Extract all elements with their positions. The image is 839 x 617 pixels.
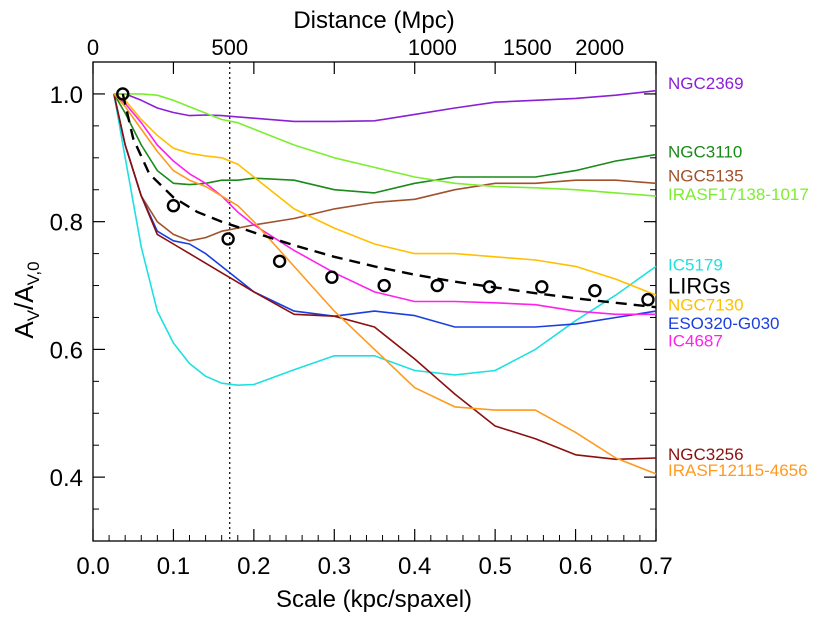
series-label-ngc5135: NGC5135 — [668, 167, 744, 186]
series-line-irasf12115-4656 — [113, 93, 657, 475]
lirg-point — [482, 280, 497, 294]
x-tick-label: 0.1 — [157, 553, 190, 580]
y-tick-label: 0.4 — [50, 465, 83, 492]
series-line-ic5179 — [113, 93, 657, 387]
top-tick-label: 500 — [211, 35, 248, 60]
series-line-ic4687 — [113, 93, 656, 316]
y-label-a: A — [9, 321, 39, 339]
top-axis-label: Distance (Mpc) — [293, 7, 454, 34]
top-tick-label: 1000 — [408, 35, 457, 60]
x-tick-label: 0.3 — [318, 553, 351, 580]
lirg-fit-line — [121, 93, 657, 309]
lirg-point — [377, 278, 391, 293]
series-line-ngc3110 — [113, 93, 657, 194]
top-tick-label: 0 — [87, 35, 99, 60]
y-axis-label: AV/AV,0 — [9, 261, 43, 338]
axis-ticks — [92, 62, 657, 541]
series-label-ngc7130: NGC7130 — [668, 296, 744, 315]
y-label-slash: /A — [9, 285, 39, 310]
y-tick-label: 0.6 — [50, 337, 83, 364]
series-line-ngc7130 — [113, 93, 657, 296]
lirg-point — [641, 292, 655, 307]
x-tick-label: 0.2 — [237, 553, 270, 580]
plot-frame — [92, 61, 657, 542]
lirg-point — [325, 270, 339, 284]
series-line-ngc2369 — [113, 89, 657, 123]
series-line-eso320-g030 — [113, 93, 657, 328]
top-tick-label: 1500 — [503, 35, 552, 60]
lirg-point — [588, 283, 602, 298]
y-tick-label: 0.8 — [50, 210, 83, 237]
series-line-ngc3256 — [113, 93, 657, 461]
series-label-ngc3110: NGC3110 — [668, 142, 742, 161]
lirg-point — [116, 87, 130, 101]
lirg-point — [166, 198, 181, 213]
x-tick-label: 0.5 — [478, 553, 511, 580]
y-label-sub2: V,0 — [24, 261, 43, 285]
series-label-irasf17138-1017: IRASF17138-1017 — [668, 185, 809, 204]
x-axis-label: Scale (kpc/spaxel) — [276, 586, 472, 613]
series-label-irasf12115-4656: IRASF12115-4656 — [668, 461, 808, 480]
y-label-sub1: V — [24, 309, 43, 321]
series-label-ngc2369: NGC2369 — [668, 74, 744, 93]
series-label-ic4687: IC4687 — [668, 331, 723, 350]
series-line-ngc5135 — [113, 93, 657, 242]
y-tick-label: 1.0 — [50, 82, 83, 109]
lirg-label: LIRGs — [668, 274, 730, 299]
series-label-ic5179: IC5179 — [668, 255, 723, 274]
lirg-group — [116, 87, 657, 309]
series-label-ngc3256: NGC3256 — [668, 445, 744, 464]
lirg-point — [221, 232, 235, 246]
x-tick-label: 0.6 — [559, 553, 592, 580]
lirg-point — [430, 278, 444, 293]
lirg-point — [535, 280, 549, 294]
x-tick-label: 0.7 — [639, 553, 672, 580]
x-tick-label: 0.0 — [76, 553, 109, 580]
series-group — [113, 89, 657, 475]
series-label-eso320-g030: ESO320-G030 — [668, 314, 780, 333]
tick-labels: 0.0 0.1 0.2 0.3 0.4 0.5 0.6 0.7 0.4 0.6 0.8 1.00 500… — [50, 35, 673, 580]
lirg-point — [272, 254, 287, 268]
x-tick-label: 0.4 — [398, 553, 431, 580]
top-tick-label: 2000 — [575, 35, 624, 60]
series-line-irasf17138-1017 — [113, 93, 657, 197]
